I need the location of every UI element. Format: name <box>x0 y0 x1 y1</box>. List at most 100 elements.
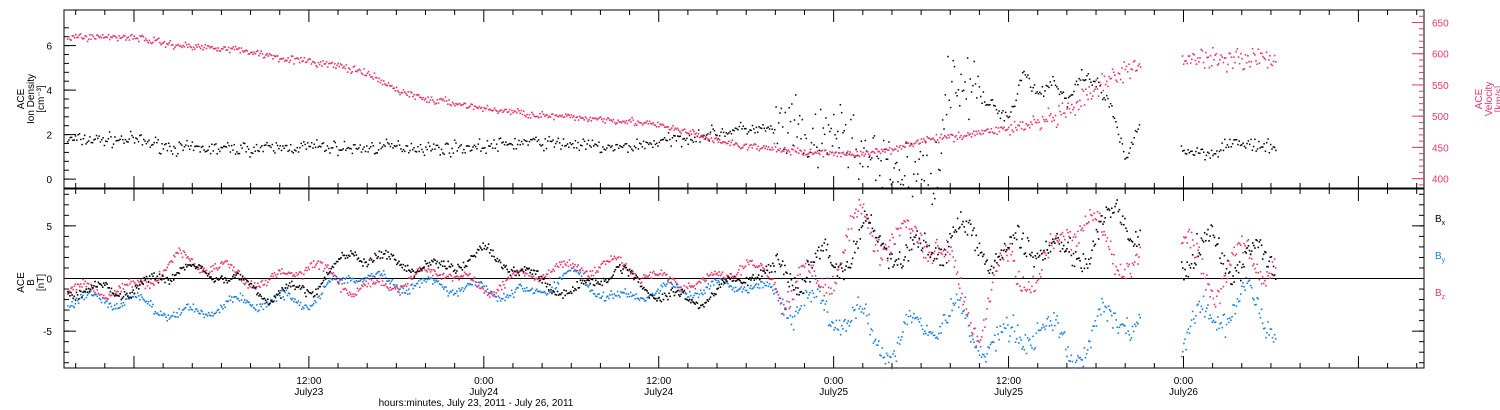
field-point <box>338 258 340 260</box>
field-point <box>94 280 96 283</box>
field-point <box>555 263 558 265</box>
field-point <box>905 244 908 246</box>
field-point <box>908 309 911 312</box>
velocity-point <box>1074 114 1077 116</box>
velocity-point <box>984 130 987 132</box>
density-point <box>955 92 957 94</box>
velocity-point <box>517 108 519 110</box>
density-point <box>539 143 541 146</box>
field-point <box>345 289 348 291</box>
field-point <box>790 290 793 292</box>
velocity-point <box>898 146 900 149</box>
field-point <box>448 273 451 276</box>
field-point <box>527 268 529 270</box>
field-point <box>780 302 783 304</box>
density-point <box>202 145 204 148</box>
field-point <box>109 302 112 305</box>
density-point <box>1000 112 1003 114</box>
field-point <box>1189 325 1192 328</box>
velocity-point <box>771 146 773 149</box>
field-point <box>448 292 451 295</box>
velocity-point <box>414 98 417 101</box>
velocity-point <box>190 46 193 49</box>
field-point <box>1084 356 1087 359</box>
density-point <box>89 136 91 138</box>
field-point <box>143 276 146 279</box>
field-point <box>401 266 404 269</box>
field-point <box>688 285 691 287</box>
field-point <box>681 288 683 291</box>
velocity-point <box>585 117 588 120</box>
field-point <box>262 284 265 286</box>
velocity-point <box>1104 83 1107 86</box>
field-point <box>191 258 194 261</box>
field-point <box>345 254 348 257</box>
field-point <box>183 251 186 254</box>
density-point <box>1086 74 1088 77</box>
field-point <box>1070 248 1073 251</box>
field-point <box>1231 315 1233 318</box>
density-point <box>995 108 998 111</box>
density-point <box>234 153 237 155</box>
field-point <box>184 263 187 266</box>
density-point <box>785 152 788 154</box>
field-point <box>171 273 174 276</box>
velocity-point <box>434 103 436 105</box>
field-point <box>340 256 342 259</box>
density-point <box>355 147 358 150</box>
field-point <box>282 296 284 298</box>
field-point <box>1197 303 1199 306</box>
velocity-point <box>1271 64 1274 67</box>
velocity-point <box>1095 79 1098 81</box>
density-point <box>383 144 385 146</box>
field-point <box>811 275 814 277</box>
field-point <box>465 265 468 268</box>
field-point <box>765 269 768 272</box>
field-point <box>116 290 118 293</box>
field-point <box>166 266 169 269</box>
density-point <box>468 145 470 147</box>
field-point <box>203 267 206 269</box>
velocity-point <box>311 61 314 63</box>
field-point <box>244 299 246 301</box>
field-point <box>1271 336 1274 339</box>
field-point <box>127 284 129 287</box>
velocity-point <box>978 132 981 135</box>
velocity-point <box>813 152 815 155</box>
field-point <box>924 245 926 248</box>
field-point <box>102 294 105 297</box>
density-point <box>694 136 696 139</box>
field-point <box>932 259 935 262</box>
field-point <box>516 269 518 272</box>
field-point <box>823 242 826 244</box>
field-point <box>460 275 463 277</box>
density-point <box>1119 141 1121 143</box>
density-point <box>94 138 96 140</box>
field-point <box>997 333 999 336</box>
field-point <box>73 306 76 309</box>
field-point <box>843 320 845 323</box>
velocity-point <box>1193 53 1195 56</box>
density-point <box>305 148 308 150</box>
field-point <box>884 362 887 365</box>
field-point <box>1255 303 1257 306</box>
field-point <box>645 288 647 291</box>
field-point <box>1080 229 1082 231</box>
field-point <box>1132 264 1135 266</box>
velocity-point <box>229 51 231 54</box>
field-point <box>128 298 130 300</box>
field-point <box>964 296 967 299</box>
velocity-point <box>470 103 472 106</box>
field-point <box>493 291 495 293</box>
field-point <box>158 314 161 316</box>
field-point <box>468 283 470 286</box>
field-point <box>224 306 226 309</box>
velocity-axis-label: [km/s] <box>1494 85 1500 112</box>
field-point <box>221 261 223 263</box>
field-point <box>293 273 295 276</box>
velocity-point <box>1083 104 1086 106</box>
field-point <box>354 251 357 254</box>
density-point <box>296 146 298 149</box>
density-point <box>137 140 140 143</box>
density-point <box>299 146 301 149</box>
